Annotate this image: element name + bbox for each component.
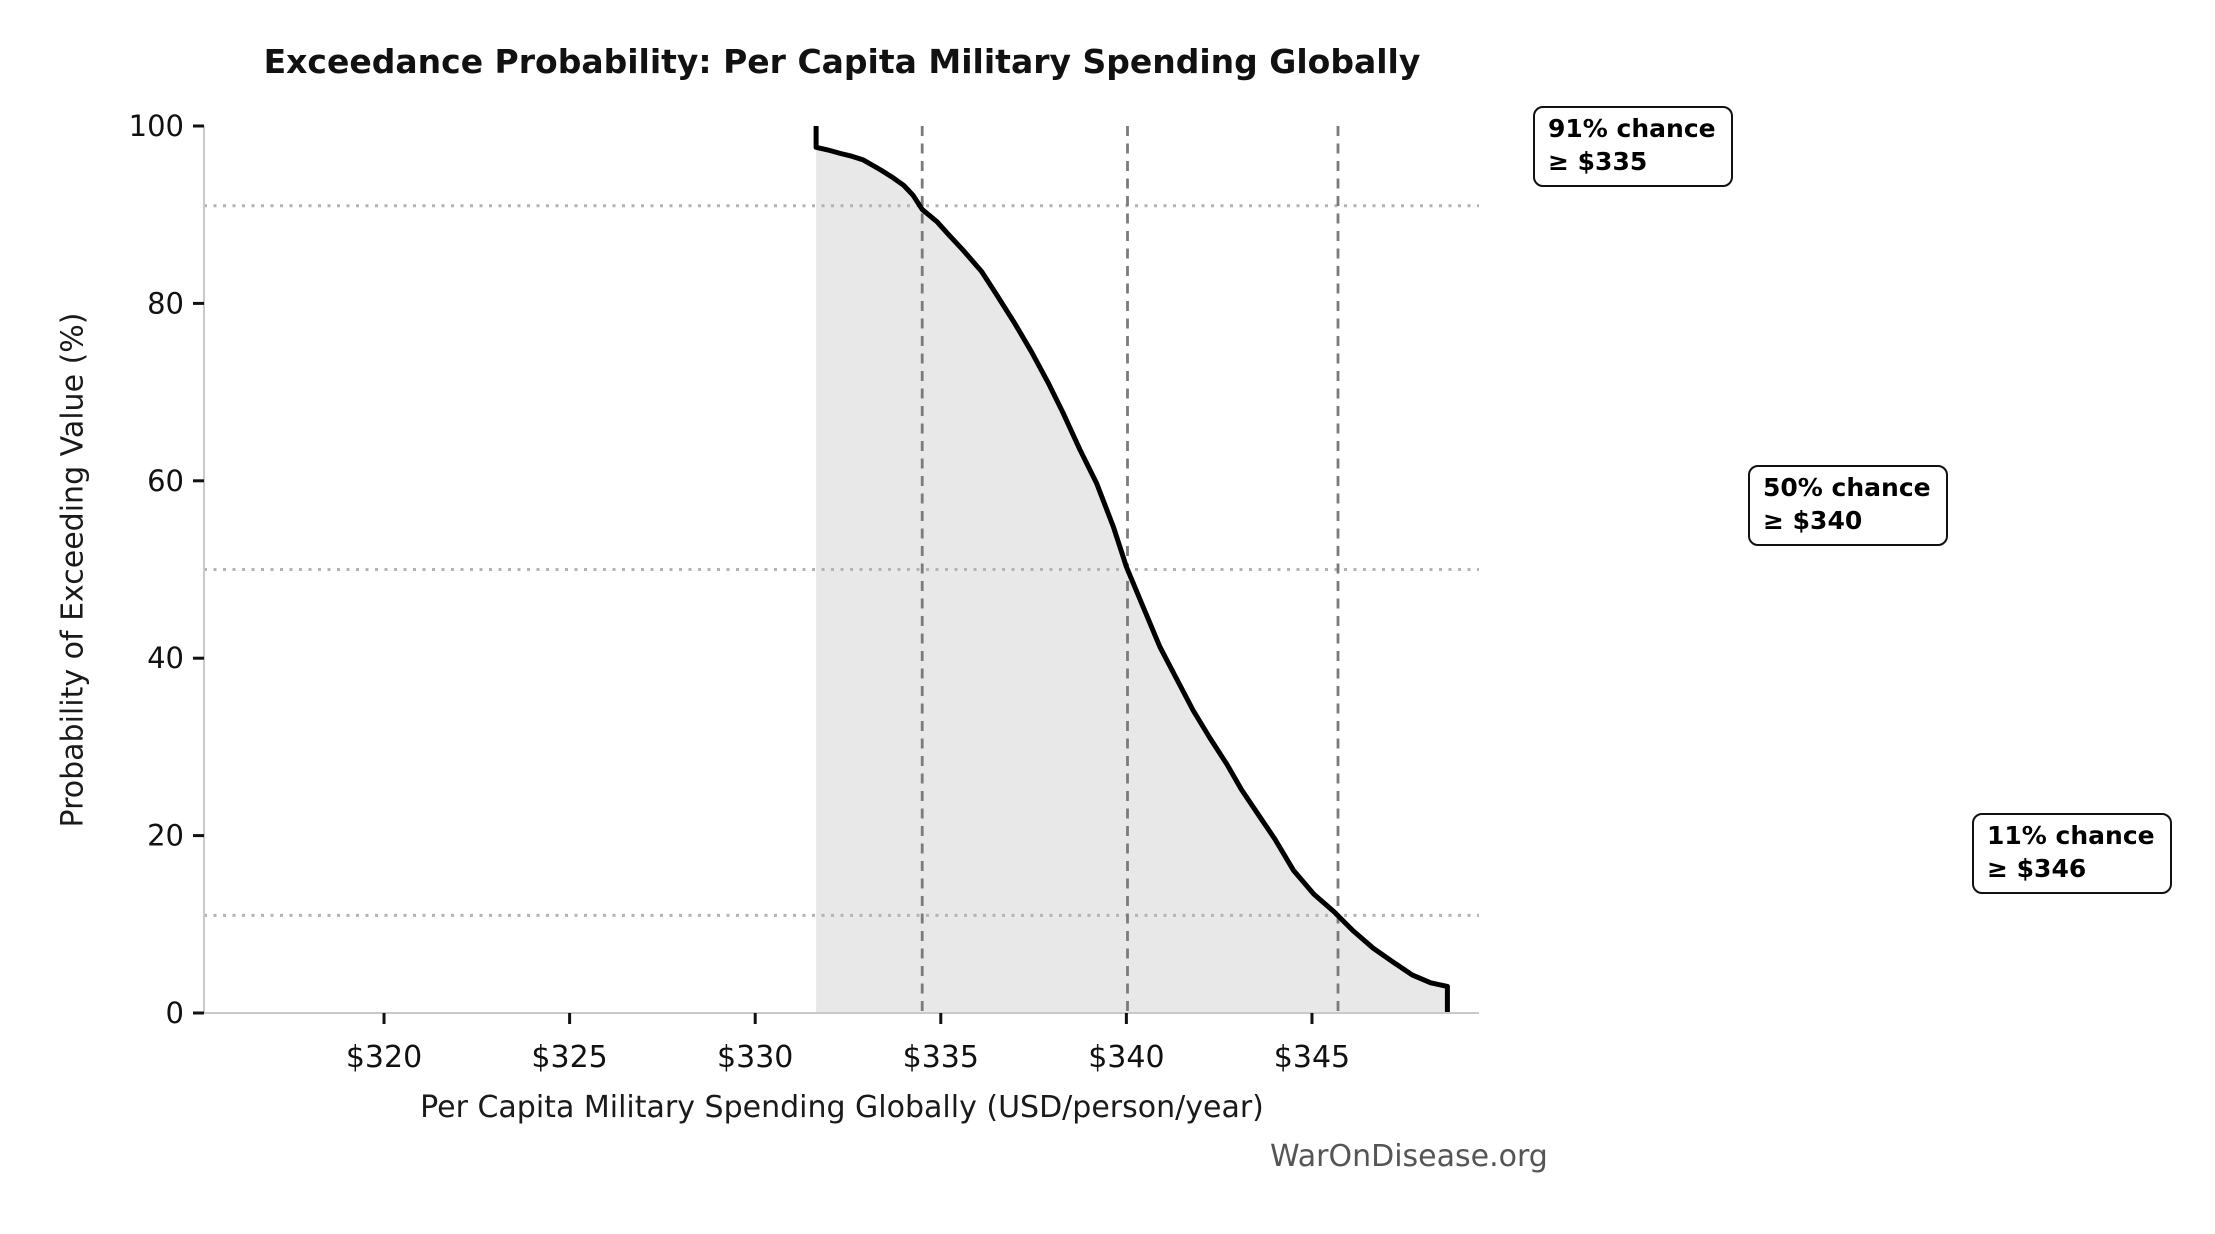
y-tick-label-60: 60 — [147, 464, 184, 498]
chart-title: Exceedance Probability: Per Capita Milit… — [263, 42, 1421, 81]
y-tick-label-80: 80 — [147, 286, 184, 320]
annotation-50-line1: 50% chance — [1763, 473, 1931, 502]
annotation-11-line1: 11% chance — [1987, 821, 2155, 850]
x-axis-label: Per Capita Military Spending Globally (U… — [420, 1090, 1264, 1125]
x-tick-label-325: $325 — [531, 1040, 607, 1075]
annotation-11-percent: 11% chance ≥ $346 — [1972, 813, 2172, 894]
annotation-91-percent: 91% chance ≥ $335 — [1533, 106, 1733, 187]
x-tick-label-345: $345 — [1274, 1040, 1350, 1075]
area-fill — [816, 126, 1448, 1013]
x-tick-label-330: $330 — [717, 1040, 793, 1075]
annotation-11-line2: ≥ $346 — [1987, 853, 2087, 883]
x-tick-label-340: $340 — [1088, 1040, 1164, 1075]
y-tick-label-20: 20 — [147, 819, 184, 853]
annotation-50-percent: 50% chance ≥ $340 — [1748, 465, 1948, 546]
exceedance-curve — [813, 126, 1450, 1013]
y-tick-label-40: 40 — [147, 641, 184, 675]
annotation-91-line1: 91% chance — [1548, 114, 1716, 143]
y-tick-label-100: 100 — [129, 109, 184, 143]
x-tick-label-320: $320 — [346, 1040, 422, 1075]
watermark-text: WarOnDisease.org — [1270, 1139, 1548, 1174]
y-tick-label-0: 0 — [166, 996, 184, 1030]
annotation-91-line2: ≥ $335 — [1548, 146, 1648, 176]
x-tick-label-335: $335 — [903, 1040, 979, 1075]
y-axis-label: Probability of Exceeding Value (%) — [55, 312, 91, 828]
annotation-50-line2: ≥ $340 — [1763, 505, 1863, 535]
